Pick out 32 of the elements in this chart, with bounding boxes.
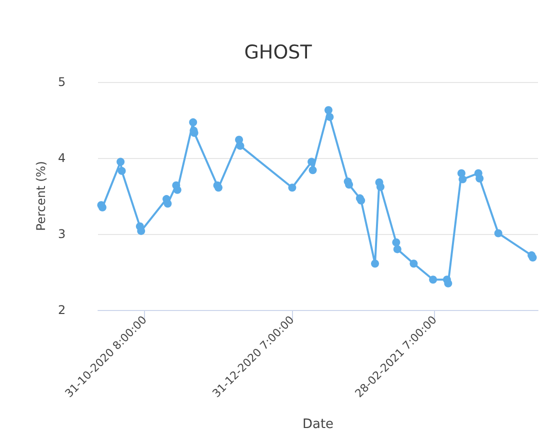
point bbox=[371, 260, 380, 268]
point bbox=[308, 158, 316, 166]
point bbox=[528, 254, 537, 262]
point bbox=[164, 200, 172, 208]
point bbox=[214, 184, 222, 192]
point bbox=[392, 238, 400, 246]
point bbox=[116, 158, 125, 166]
point bbox=[236, 142, 244, 150]
x-axis-title: Date bbox=[302, 417, 334, 432]
y-tick-label: 4 bbox=[58, 151, 66, 165]
point bbox=[410, 260, 418, 268]
point bbox=[429, 276, 438, 284]
point bbox=[324, 106, 332, 114]
point bbox=[376, 182, 384, 191]
point bbox=[393, 245, 402, 254]
point bbox=[173, 186, 182, 194]
y-tick-label: 5 bbox=[58, 75, 66, 89]
point bbox=[308, 166, 317, 174]
point bbox=[476, 174, 484, 183]
y-axis-title: Percent (%) bbox=[34, 161, 48, 231]
point bbox=[189, 118, 198, 126]
point bbox=[444, 279, 452, 288]
chart-title: GHOST bbox=[244, 42, 312, 64]
point bbox=[118, 166, 126, 175]
point bbox=[494, 229, 502, 238]
y-tick-label: 2 bbox=[58, 303, 66, 317]
y-tick-label: 3 bbox=[58, 227, 66, 241]
point bbox=[345, 180, 354, 189]
point bbox=[357, 196, 366, 205]
point bbox=[326, 112, 334, 121]
point bbox=[288, 184, 296, 192]
point bbox=[458, 175, 467, 184]
